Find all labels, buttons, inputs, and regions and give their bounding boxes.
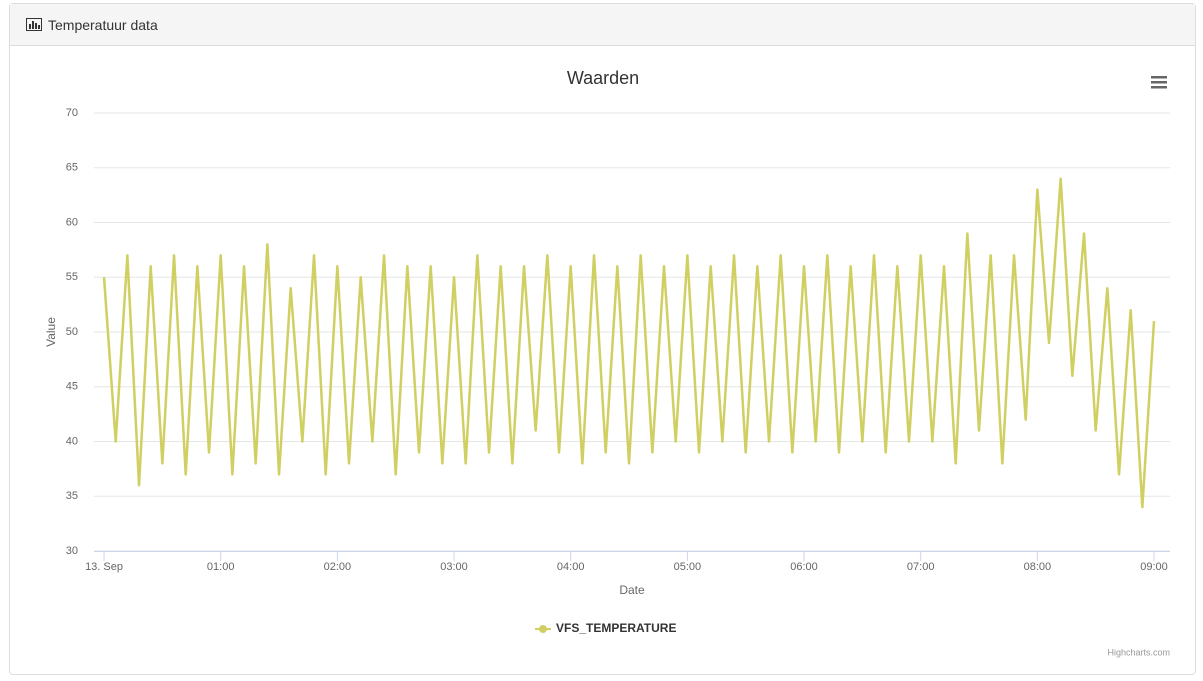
y-tick-label: 70 [66,107,78,119]
chart-title: Waarden [567,68,639,88]
panel: Temperatuur data [9,3,1196,675]
y-tick-label: 65 [66,162,78,174]
menu-bar [1151,86,1167,89]
x-tick-label: 08:00 [1024,561,1052,573]
x-tick-label: 03:00 [440,561,468,573]
panel-title: Temperatuur data [48,16,158,33]
x-tick-label: 02:00 [324,561,352,573]
y-tick-label: 35 [66,490,78,502]
legend-item[interactable]: VFS_TEMPERATURE [535,621,676,635]
y-tick-label: 45 [66,381,78,393]
menu-bar [1151,81,1167,84]
y-tick-label: 50 [66,326,78,338]
data-line [102,177,1156,509]
x-tick-label: 13. Sep [85,561,123,573]
x-tick-label: 07:00 [907,561,935,573]
chart-icon [26,18,42,31]
panel-header: Temperatuur data [10,4,1195,46]
x-tick-label: 06:00 [790,561,818,573]
x-tick-label: 04:00 [557,561,585,573]
x-axis-title: Date [619,583,645,597]
x-tick-label: 01:00 [207,561,235,573]
legend-symbol [539,625,547,633]
y-tick-label: 60 [66,216,78,228]
credits: Highcharts.com [1107,647,1170,657]
x-tick-label: 09:00 [1140,561,1168,573]
x-tick-label: 05:00 [674,561,702,573]
y-axis-title: Value [44,317,58,347]
y-tick-label: 40 [66,435,78,447]
y-tick-label: 55 [66,271,78,283]
legend-label: VFS_TEMPERATURE [556,621,676,635]
menu-button[interactable] [1151,76,1167,89]
y-tick-label: 30 [66,545,78,557]
menu-bar [1151,76,1167,79]
